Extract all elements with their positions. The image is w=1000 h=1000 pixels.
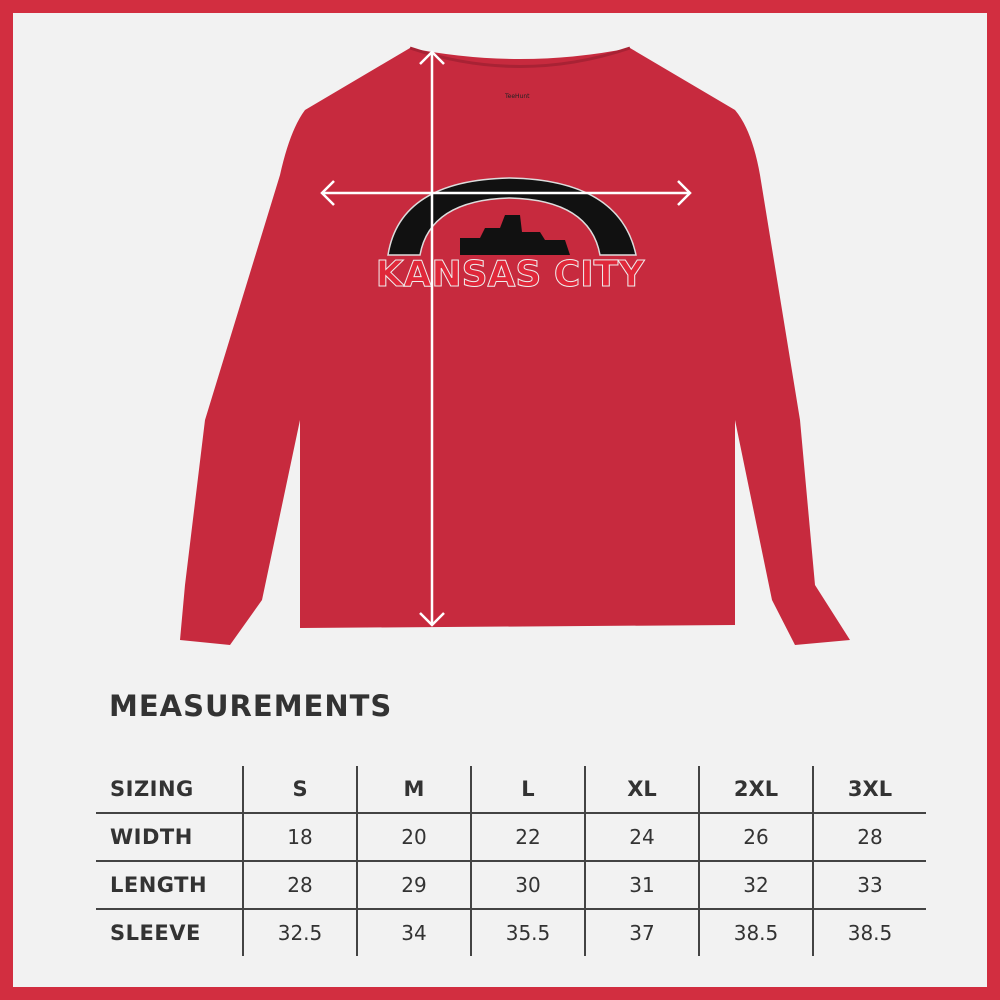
cell: 31 — [584, 860, 699, 909]
header-cell: 2XL — [698, 766, 813, 813]
cell: 32.5 — [242, 908, 357, 956]
table-row: SLEEVE 32.5 34 35.5 37 38.5 38.5 — [96, 908, 926, 956]
row-label: LENGTH — [96, 860, 243, 909]
cell: 30 — [470, 860, 585, 909]
header-cell: M — [356, 766, 471, 813]
cell: 34 — [356, 908, 471, 956]
header-cell: S — [242, 766, 357, 813]
cell: 26 — [698, 812, 813, 861]
cell: 35.5 — [470, 908, 585, 956]
cell: 22 — [470, 812, 585, 861]
measurements-title: MEASUREMENTS — [109, 689, 393, 723]
football-graphic: KANSAS CITY — [375, 177, 646, 296]
header-cell: 3XL — [812, 766, 926, 813]
length-arrow — [419, 50, 445, 627]
header-cell: L — [470, 766, 585, 813]
width-arrow — [320, 180, 692, 206]
table-row: LENGTH 28 29 30 31 32 33 — [96, 860, 926, 909]
cell: 38.5 — [698, 908, 813, 956]
cell: 37 — [584, 908, 699, 956]
cell: 24 — [584, 812, 699, 861]
brand-label: TeeHunt — [504, 93, 530, 100]
cell: 38.5 — [812, 908, 926, 956]
header-cell: XL — [584, 766, 699, 813]
header-cell: SIZING — [110, 777, 194, 801]
cell: 28 — [812, 812, 926, 861]
table-row: WIDTH 18 20 22 24 26 28 — [96, 812, 926, 861]
cell: 18 — [242, 812, 357, 861]
cell: 20 — [356, 812, 471, 861]
cell: 32 — [698, 860, 813, 909]
shirt-body — [180, 48, 850, 645]
cell: 33 — [812, 860, 926, 909]
row-label: WIDTH — [96, 812, 243, 861]
graphic-text: KANSAS CITY — [376, 254, 646, 295]
cell: 29 — [356, 860, 471, 909]
table-header-row: SIZING S M L XL 2XL 3XL — [96, 766, 926, 813]
row-label: SLEEVE — [96, 908, 243, 956]
size-chart: SIZING S M L XL 2XL 3XL WIDTH 18 20 22 2… — [96, 766, 926, 956]
cell: 28 — [242, 860, 357, 909]
shirt-image: KANSAS CITY TeeHunt — [180, 46, 850, 645]
